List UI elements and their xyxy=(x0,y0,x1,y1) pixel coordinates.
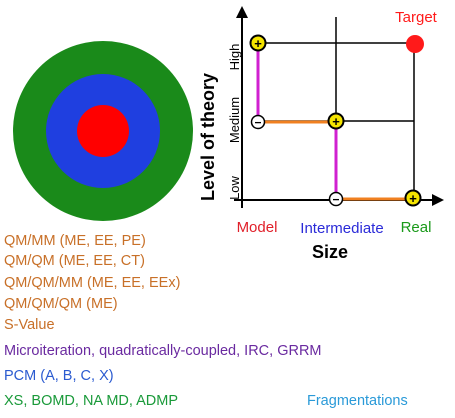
svg-text:+: + xyxy=(254,36,262,51)
svg-text:+: + xyxy=(332,114,340,129)
extrapolation-paths xyxy=(256,43,414,201)
marker-minus-model-medium: − xyxy=(250,114,266,130)
y-level-medium: Medium xyxy=(227,97,242,143)
method-pcm: PCM (A, B, C, X) xyxy=(4,368,114,384)
x-level-real: Real xyxy=(401,219,432,236)
svg-text:−: − xyxy=(254,116,261,130)
x-axis-title: Size xyxy=(312,242,348,262)
svg-text:−: − xyxy=(332,193,339,207)
y-axis-arrowhead xyxy=(236,6,248,18)
x-level-intermediate: Intermediate xyxy=(300,220,383,237)
target-icon xyxy=(13,41,193,221)
target-label: Target xyxy=(395,9,438,26)
marker-plus-real-low: + xyxy=(404,189,422,207)
method-qm-qm-qm: QM/QM/QM (ME) xyxy=(4,296,118,312)
method-qm-qm-mm: QM/QM/MM (ME, EE, EEx) xyxy=(4,275,181,291)
inner-red-core xyxy=(77,105,129,157)
x-axis-arrowhead xyxy=(432,194,444,206)
marker-plus-intermediate-medium: + xyxy=(327,112,345,130)
method-xs-bomd: XS, BOMD, NA MD, ADMP xyxy=(4,393,179,409)
method-s-value: S-Value xyxy=(4,317,55,333)
marker-minus-intermediate-low: − xyxy=(328,191,344,207)
method-qm-mm: QM/MM (ME, EE, PE) xyxy=(4,233,146,249)
fragmentations-label: Fragmentations xyxy=(307,393,408,409)
y-level-high: High xyxy=(227,44,242,71)
target-point xyxy=(406,35,424,53)
svg-text:+: + xyxy=(409,191,417,206)
method-microiteration: Microiteration, quadratically-coupled, I… xyxy=(4,343,322,359)
method-qm-qm: QM/QM (ME, EE, CT) xyxy=(4,253,145,269)
marker-plus-model-high: + xyxy=(249,34,267,52)
y-axis-title: Level of theory xyxy=(198,73,218,201)
x-level-model: Model xyxy=(237,219,278,236)
y-level-low: Low xyxy=(227,175,242,199)
